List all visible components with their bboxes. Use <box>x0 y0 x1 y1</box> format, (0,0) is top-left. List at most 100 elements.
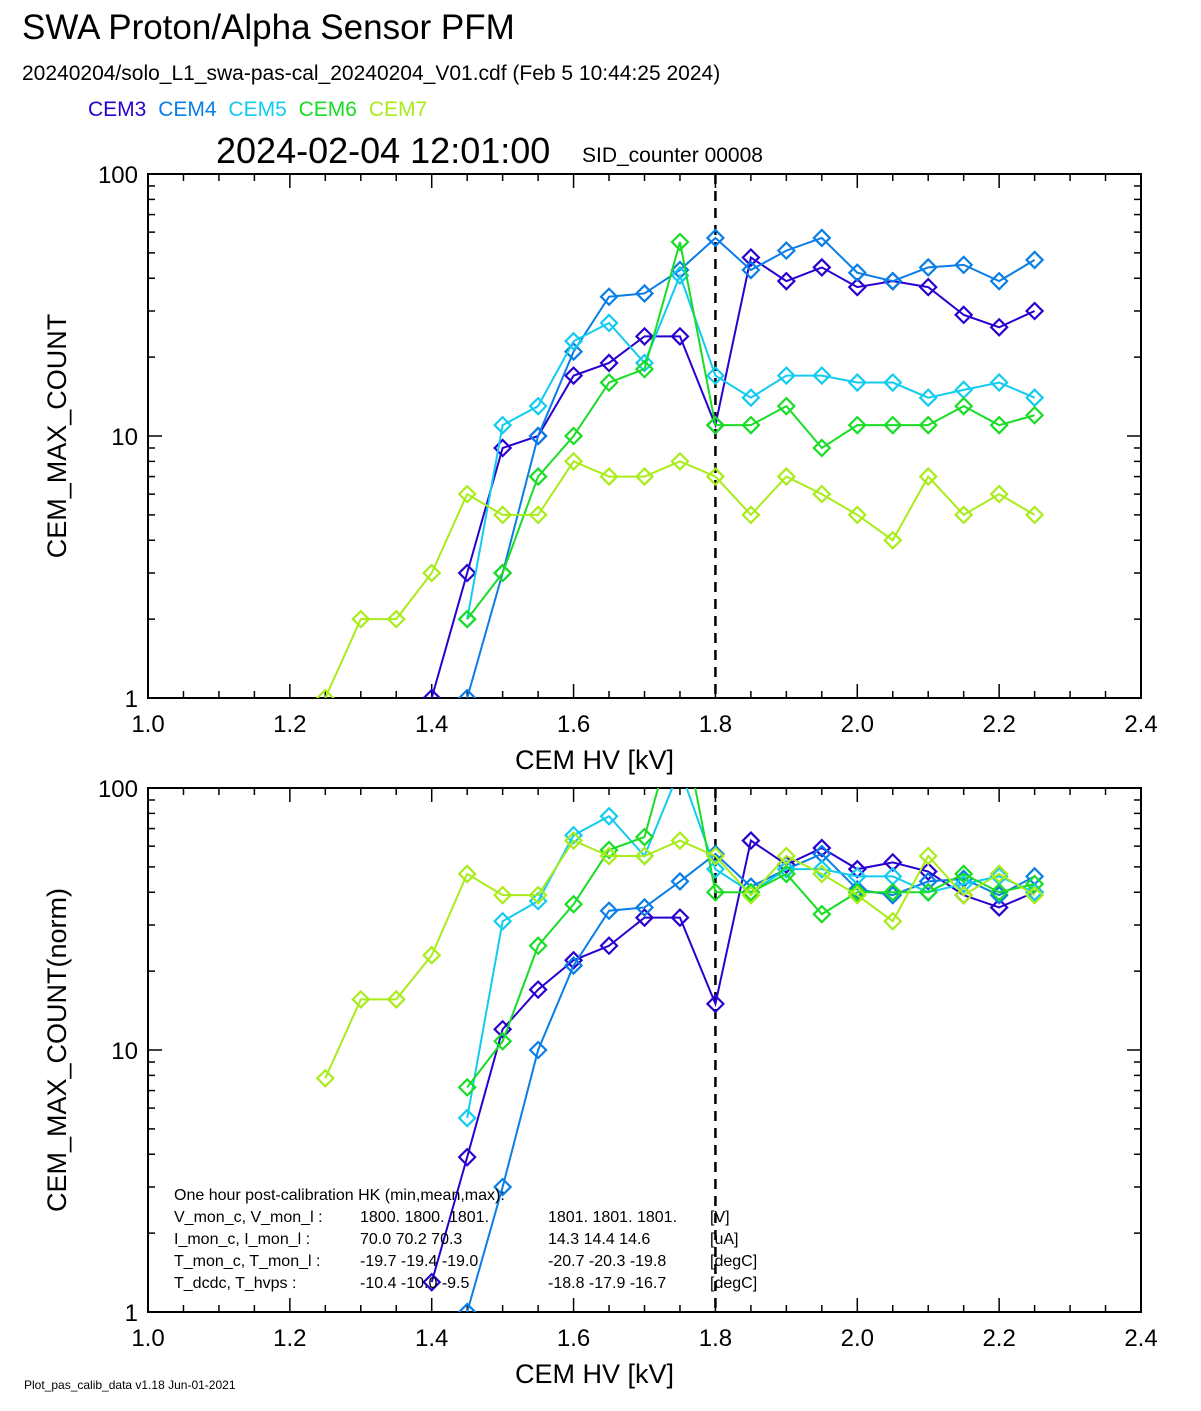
data-point-cem4 <box>528 426 548 446</box>
hk-heading: One hour post-calibration HK (min,mean,m… <box>174 1187 505 1204</box>
legend-item-cem4: CEM4 <box>158 98 217 121</box>
data-point-cem5 <box>705 366 725 386</box>
hk-row-c-values: -19.7 -19.4 -19.0 <box>360 1253 478 1270</box>
data-point-cem6 <box>528 936 548 956</box>
data-point-cem4 <box>528 1040 548 1060</box>
data-point-cem7 <box>883 530 903 550</box>
data-point-cem7 <box>528 505 548 525</box>
x-tick-label: 1.6 <box>557 711 590 738</box>
data-point-cem6 <box>457 1077 477 1097</box>
data-point-cem6 <box>847 882 867 902</box>
hk-row-label: T_mon_c, T_mon_l : <box>174 1253 320 1270</box>
hk-row-l-values: -18.8 -17.9 -16.7 <box>548 1275 666 1292</box>
hk-row-c-values: -10.4 -10.0 -9.5 <box>360 1275 470 1292</box>
data-point-cem4 <box>847 879 867 900</box>
data-point-cem6 <box>812 904 832 924</box>
data-point-cem3 <box>457 1147 477 1167</box>
x-tick-label: 1.2 <box>273 1325 306 1352</box>
data-point-cem4 <box>670 871 690 891</box>
data-point-cem6 <box>634 827 655 847</box>
data-point-cem3 <box>918 277 938 297</box>
y-axis-title: CEM_MAX_COUNT(norm) <box>42 888 72 1212</box>
data-point-cem7 <box>847 505 867 525</box>
data-point-cem7 <box>564 831 584 851</box>
data-point-cem6 <box>812 438 832 458</box>
y-tick-label: 10 <box>111 424 138 451</box>
data-point-cem7 <box>386 609 406 629</box>
data-point-cem4 <box>776 241 796 261</box>
hk-row-l-values: 1801. 1801. 1801. <box>548 1209 677 1226</box>
data-point-cem6 <box>1025 405 1045 425</box>
data-point-cem4 <box>599 287 619 307</box>
data-point-cem7 <box>918 846 938 866</box>
data-point-cem7 <box>954 505 974 525</box>
data-point-cem7 <box>989 484 1009 504</box>
data-point-cem5 <box>989 372 1009 393</box>
hk-row-unit: [V] <box>710 1209 730 1226</box>
data-point-cem6 <box>672 701 688 717</box>
data-point-cem7 <box>883 911 903 931</box>
legend-item-cem5: CEM5 <box>228 98 287 121</box>
x-axis-title: CEM HV [kV] <box>515 1359 674 1389</box>
data-point-cem6 <box>954 864 974 884</box>
y-tick-label: 100 <box>98 776 138 803</box>
y-tick-label: 100 <box>98 162 138 189</box>
data-point-cem7 <box>1025 885 1045 905</box>
data-point-cem7 <box>847 885 867 905</box>
data-point-cem3 <box>528 980 548 1000</box>
x-tick-label: 1.4 <box>415 711 448 738</box>
data-point-cem3 <box>422 1272 442 1292</box>
data-point-cem4 <box>705 228 725 248</box>
data-point-cem7 <box>422 945 442 965</box>
hk-row-c-values: 70.0 70.2 70.3 <box>360 1231 462 1248</box>
data-point-cem5 <box>493 911 513 931</box>
data-point-cem5 <box>599 313 619 333</box>
data-point-cem4 <box>457 1302 477 1312</box>
data-point-cem6 <box>564 894 584 914</box>
data-point-cem7 <box>1025 505 1045 525</box>
x-tick-label: 2.4 <box>1124 711 1157 738</box>
data-point-cem3 <box>918 861 938 882</box>
data-point-cem6 <box>705 415 725 435</box>
data-point-cem3 <box>812 838 832 858</box>
data-point-cem7 <box>351 989 371 1009</box>
data-point-cem7 <box>457 484 477 504</box>
data-point-cem6 <box>989 882 1009 902</box>
data-point-cem5 <box>776 366 796 386</box>
data-point-cem3 <box>812 257 832 277</box>
data-point-cem3 <box>634 908 655 928</box>
data-point-cem3 <box>847 277 867 297</box>
data-point-cem4 <box>812 228 832 248</box>
series-line-cem3 <box>430 255 1036 698</box>
data-point-cem5 <box>528 396 548 416</box>
legend-item-cem7: CEM7 <box>368 98 428 121</box>
data-point-cem3 <box>705 994 725 1014</box>
series-line-cem7 <box>324 460 1036 698</box>
data-point-cem6 <box>776 864 796 884</box>
data-point-cem3 <box>741 831 761 851</box>
data-point-cem5 <box>954 874 974 894</box>
data-point-cem3 <box>457 563 477 583</box>
data-point-cem3 <box>634 326 655 346</box>
chart-title: SWA Proton/Alpha Sensor PFM <box>22 8 515 47</box>
data-point-cem6 <box>1025 874 1045 894</box>
y-axis-title: CEM_MAX_COUNT <box>42 314 72 559</box>
data-point-cem7 <box>705 846 725 866</box>
timestamp: 2024-02-04 12:01:00 <box>216 130 551 171</box>
data-point-cem7 <box>599 467 619 487</box>
data-point-cem4 <box>847 263 867 283</box>
data-point-cem5 <box>812 859 832 879</box>
data-point-cem3 <box>422 688 442 698</box>
data-point-cem6 <box>705 882 725 902</box>
data-point-cem7 <box>989 864 1009 884</box>
data-point-cem6 <box>741 415 761 435</box>
data-point-cem3 <box>741 247 761 268</box>
data-point-cem6 <box>457 609 477 629</box>
data-point-cem7 <box>422 563 442 583</box>
data-point-cem7 <box>493 885 513 905</box>
series-line-cem3 <box>430 838 1036 1283</box>
series-group <box>315 228 1045 698</box>
series-line-cem7 <box>324 839 1036 1079</box>
data-point-cem4 <box>1025 250 1045 270</box>
data-point-cem4 <box>457 688 477 698</box>
